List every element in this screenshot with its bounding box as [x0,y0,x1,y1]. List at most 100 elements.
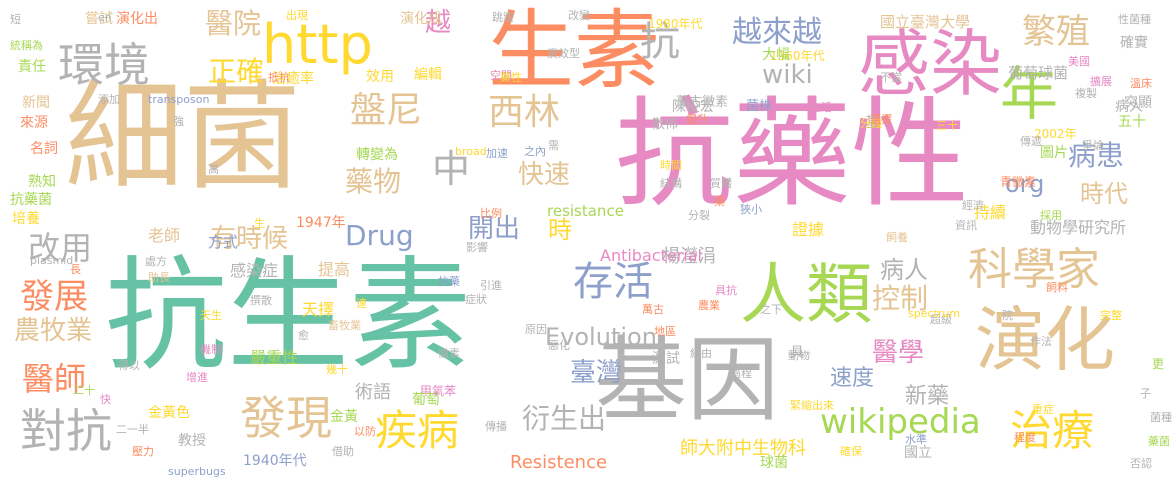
cloud-word: 時代 [1080,180,1128,208]
cloud-word: 選擇 [870,113,892,126]
cloud-word: 添加 [98,93,120,106]
cloud-word: 醫學 [872,338,925,368]
cloud-word: 突顯 [1124,95,1152,111]
cloud-word: 過程 [730,367,752,380]
cloud-word: 編輯 [414,67,442,83]
cloud-word: 環境 [58,38,150,92]
cloud-word: 藥 [714,195,725,208]
cloud-word: 中 [432,147,471,191]
cloud-word: 快速 [518,160,571,190]
cloud-word: Drug [345,219,414,252]
cloud-word: 加速 [486,147,508,160]
cloud-word: wiki [762,60,813,90]
cloud-word: 感染症 [230,261,279,280]
cloud-word: 繁殖 [1022,12,1090,52]
cloud-word: 水準 [905,433,927,446]
cloud-word: transposon [148,93,210,106]
cloud-word: 新聞 [22,95,50,111]
cloud-word: 空間 [490,69,512,82]
cloud-word: 藥菌 [1148,435,1170,448]
cloud-word: 控制 [872,282,929,315]
cloud-word: 醫師 [22,360,87,398]
cloud-word: 完整 [1100,309,1122,322]
cloud-word: 速 [356,297,367,310]
cloud-word: 改用 [28,229,93,267]
cloud-word: 出現 [286,9,308,22]
cloud-word: 楊瀅涓 [662,246,716,267]
cloud-word: 跳躍 [492,11,514,24]
cloud-word: 治療 [1010,406,1095,455]
cloud-word: 基因 [595,327,780,434]
cloud-word: 之下 [760,303,782,316]
cloud-word: 萬古黴素 [676,95,729,110]
cloud-word: 比例 [480,207,502,220]
cloud-word: 資訊 [955,219,977,232]
cloud-word: 借助 [332,445,354,458]
cloud-word: 症狀 [465,293,487,306]
cloud-word: 動物學研究所 [1030,218,1127,237]
cloud-word: 大幅 [762,47,790,63]
cloud-word: 地區 [654,325,676,338]
cloud-word: 短 [10,13,21,26]
cloud-word: 細菌 [65,68,302,206]
cloud-word: 抗藥性 [615,85,970,223]
cloud-word: 葡萄 [412,392,440,408]
cloud-word: 提升 [686,113,708,126]
cloud-word: 具 [790,345,804,361]
cloud-word: 影響 [466,241,488,254]
cloud-word: 畜牧業 [328,319,361,332]
cloud-word: 抗 [640,19,680,65]
cloud-word: 效用 [366,69,394,85]
cloud-word: 金黃 [330,409,358,425]
cloud-word: 來源 [20,115,48,131]
cloud-word: 狹小 [740,203,762,216]
cloud-word: 子 [1140,387,1151,400]
cloud-word: 飼料 [1046,281,1068,294]
cloud-word: 菌種 [1150,411,1172,424]
cloud-word: 臺灣 [570,358,623,388]
cloud-word: 金黃色 [148,405,190,421]
cloud-word: 快 [100,393,111,406]
cloud-word: 培養 [12,211,40,227]
cloud-word: 轉變為 [356,147,398,163]
cloud-word: 對抗 [20,404,112,458]
cloud-word: 術語 [355,382,391,403]
cloud-word: 時 [548,216,572,244]
cloud-word: resistance [547,202,624,220]
cloud-word: 天擇 [302,300,335,319]
cloud-word: 科學家 [968,244,1100,295]
cloud-word: 生素 [488,1,660,101]
cloud-word: Resistence [510,452,608,473]
cloud-word: 經濟 [962,199,984,212]
cloud-word: 年 [1000,60,1059,128]
cloud-word: 2002年 [1034,127,1077,141]
cloud-word: 新藥 [905,384,950,409]
cloud-word: 1980年代 [648,17,703,31]
cloud-word: 壓力 [132,445,154,458]
cloud-word: 人類 [740,256,872,333]
cloud-word: 開出 [468,214,521,244]
cloud-word: 越來越 [732,15,822,50]
cloud-word: 演化 [975,299,1115,381]
cloud-word: 經由 [690,347,712,360]
cloud-word: 青黴素 [1000,175,1037,189]
cloud-word: 引進 [480,279,502,292]
cloud-word: 演化成 [400,11,442,27]
cloud-word: 陳俊宏 [672,99,714,115]
cloud-word: 擴展 [1090,75,1112,88]
cloud-word: 緊縮出來 [790,399,834,412]
cloud-word: 原因 [525,323,547,336]
cloud-word: 病人 [880,256,928,284]
cloud-word: Evolution [545,323,657,351]
cloud-word: 抗生素 [105,245,471,387]
cloud-word: 名詞 [30,141,58,157]
cloud-word: 廣效型 [547,47,580,60]
cloud-word: 五十 [1118,114,1146,130]
cloud-word: 嘗試 [85,11,113,27]
cloud-word: 幾十 [326,363,348,376]
cloud-word: 生 [254,217,265,230]
cloud-word: 三十 [936,119,958,132]
cloud-word: 爭論 [1082,139,1104,152]
cloud-word: org [1005,170,1045,198]
cloud-word: 分鐘 [860,117,882,130]
